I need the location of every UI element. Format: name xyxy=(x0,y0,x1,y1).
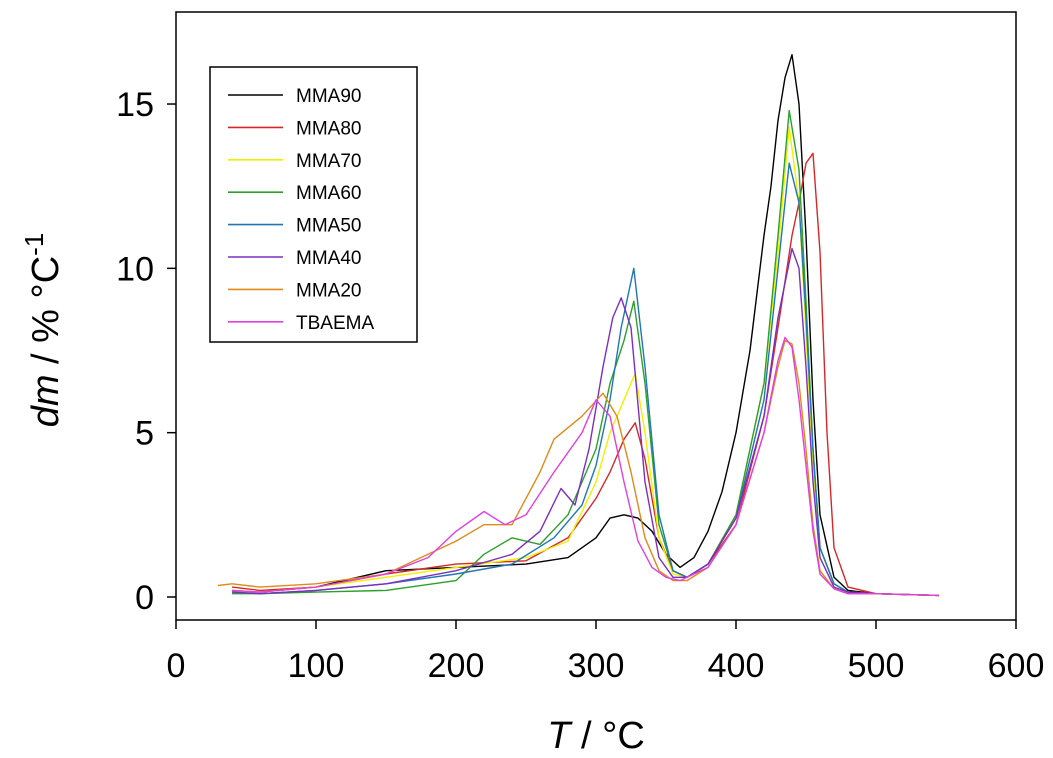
y-tick-label: 10 xyxy=(116,250,154,288)
series-line-mma50 xyxy=(231,162,940,597)
legend-label: MMA70 xyxy=(296,151,361,172)
legend-label: MMA50 xyxy=(296,216,361,237)
series-line-tbaema xyxy=(231,336,940,597)
legend-label: MMA40 xyxy=(296,248,361,269)
series-line-mma90 xyxy=(231,54,940,597)
series-line-mma40 xyxy=(231,247,940,597)
legend-label: MMA80 xyxy=(296,118,361,139)
legend-label: MMA90 xyxy=(296,86,361,107)
x-axis-title: T / °C xyxy=(547,715,645,757)
x-tick-label: 200 xyxy=(428,647,485,685)
y-axis-title: dm / % °C-1 xyxy=(19,233,67,428)
x-tick-label: 600 xyxy=(988,647,1045,685)
legend: MMA90 MMA80 MMA70 MMA60 MMA50 MMA40 MMA20 TBAEM… xyxy=(209,66,418,343)
y-tick-label: 5 xyxy=(135,415,154,453)
legend-box xyxy=(209,66,418,343)
x-tick-label: 400 xyxy=(708,647,765,685)
x-tick-label: 0 xyxy=(167,647,186,685)
y-tick-label: 15 xyxy=(116,86,154,124)
series-layer xyxy=(217,54,940,597)
series-line-mma20 xyxy=(217,339,940,597)
y-tick-label: 0 xyxy=(135,579,154,617)
x-tick-label: 500 xyxy=(848,647,905,685)
legend-label: MMA60 xyxy=(296,183,361,204)
x-tick-label: 300 xyxy=(568,647,625,685)
tick-layer: 0 100 200 300 400 500 600 0 5 10 15 xyxy=(116,86,1044,685)
legend-label: TBAEMA xyxy=(296,313,374,334)
x-tick-label: 100 xyxy=(288,647,345,685)
legend-label: MMA20 xyxy=(296,280,361,301)
